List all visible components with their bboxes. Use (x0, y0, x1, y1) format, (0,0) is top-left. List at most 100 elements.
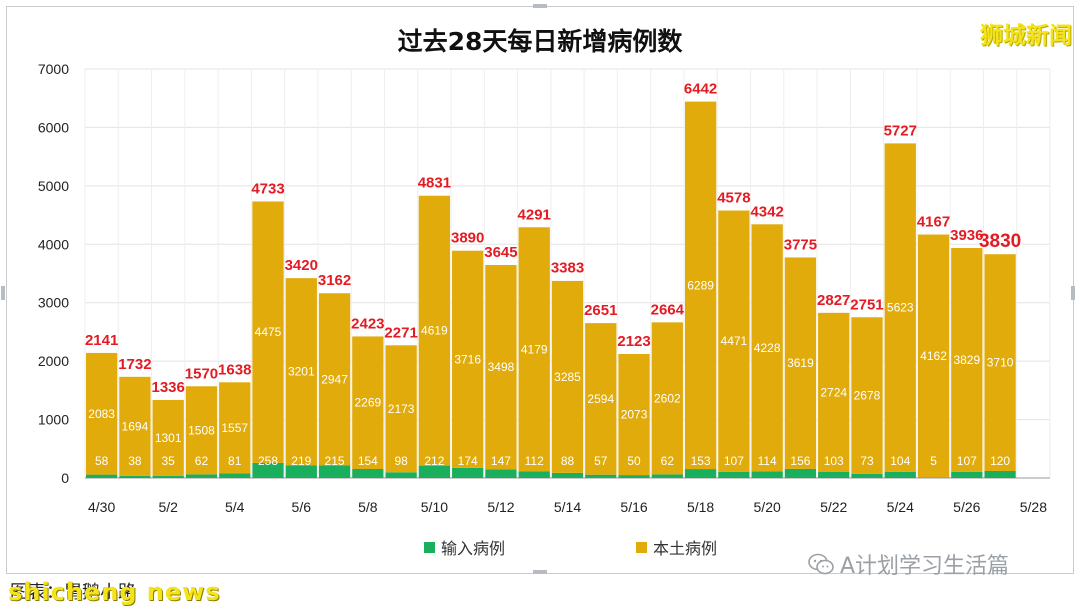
data-label-local: 5623 (887, 301, 914, 315)
bar-local (418, 195, 451, 466)
bar-imported (485, 469, 517, 478)
data-label-local: 3619 (787, 356, 814, 370)
chart-title: 过去28天每日新增病例数 (397, 27, 683, 56)
data-label-imported: 120 (990, 454, 1010, 468)
bar-local (518, 227, 550, 472)
y-tick-label: 7000 (38, 61, 69, 77)
data-label-local: 3716 (454, 352, 481, 366)
data-label-local: 1694 (122, 419, 149, 433)
data-label-imported: 107 (957, 454, 977, 468)
bar-imported (784, 468, 817, 478)
bar-imported (119, 475, 151, 478)
bar-imported (618, 475, 650, 478)
x-tick-label: 5/28 (1020, 499, 1047, 515)
bar-imported (684, 469, 717, 478)
x-tick-label: 5/10 (421, 499, 448, 515)
bar-local (884, 143, 916, 472)
data-label-total: 2827 (817, 292, 850, 309)
bar-imported (318, 465, 351, 478)
data-label-imported: 147 (491, 454, 511, 468)
bar-local (585, 323, 617, 475)
data-label-total: 4342 (750, 203, 783, 220)
data-label-total: 3645 (484, 244, 517, 261)
data-label-total: 4291 (518, 206, 551, 223)
data-label-imported: 57 (594, 454, 608, 468)
y-tick-label: 1000 (38, 412, 69, 428)
data-label-local: 3710 (987, 356, 1014, 370)
bar-imported (551, 472, 584, 478)
bar-imported (385, 472, 417, 478)
bar-local (684, 101, 717, 470)
bar-local (651, 322, 683, 475)
data-label-imported: 88 (561, 454, 575, 468)
data-label-total: 1638 (218, 361, 251, 378)
wechat-account-name: A计划学习生活篇 (840, 554, 1010, 579)
frame-handle-right (1071, 286, 1075, 300)
bar-imported (585, 474, 617, 478)
data-label-total: 2141 (85, 332, 118, 349)
data-label-local: 2594 (587, 392, 614, 406)
legend-swatch-local (636, 541, 647, 553)
legend-imported: 输入病例 (424, 535, 505, 559)
data-label-imported: 153 (691, 454, 711, 468)
data-label-local: 2602 (654, 391, 681, 405)
data-label-total: 3775 (784, 236, 817, 253)
bar-local (784, 257, 817, 469)
bar-local (618, 353, 650, 476)
data-label-local: 1301 (155, 431, 182, 445)
data-label-local: 3201 (288, 365, 315, 379)
data-label-local: 4475 (255, 325, 282, 339)
x-tick-label: 5/18 (687, 499, 714, 515)
bar-local (219, 382, 251, 474)
y-tick-label: 5000 (38, 178, 69, 194)
data-label-local: 3285 (554, 370, 581, 384)
data-label-total: 4578 (717, 190, 750, 207)
x-tick-label: 5/24 (887, 499, 914, 515)
data-label-total: 2751 (850, 296, 883, 313)
data-label-local: 3498 (488, 360, 515, 374)
legend-local: 本土病例 (636, 535, 717, 559)
data-label-total: 3162 (318, 272, 351, 289)
x-tick-label: 5/20 (754, 499, 781, 515)
bar-local (119, 376, 151, 476)
bar-local (751, 224, 783, 472)
x-tick-label: 5/14 (554, 499, 581, 515)
bar-imported (352, 469, 384, 478)
data-label-imported: 154 (358, 454, 378, 468)
data-label-total: 1732 (118, 356, 151, 373)
x-tick-label: 5/26 (953, 499, 980, 515)
bar-local (86, 352, 118, 475)
x-tick-label: 5/16 (620, 499, 647, 515)
data-label-total: 6442 (684, 81, 717, 98)
legend-label-local: 本土病例 (653, 539, 718, 558)
bar-imported (152, 475, 184, 478)
bar-local (152, 399, 184, 476)
data-label-imported: 73 (860, 454, 874, 468)
data-label-imported: 5 (930, 454, 937, 468)
x-tick-label: 4/30 (88, 499, 115, 515)
bar-imported (951, 471, 983, 478)
bar-imported (86, 474, 118, 478)
data-label-imported: 107 (724, 454, 744, 468)
data-label-total: 2271 (384, 324, 417, 341)
bar-local (818, 312, 850, 472)
data-label-local: 2724 (820, 385, 847, 399)
bar-local (452, 250, 484, 468)
x-tick-label: 5/4 (225, 499, 245, 515)
data-label-imported: 215 (325, 454, 345, 468)
bar-local (385, 345, 417, 473)
data-label-imported: 114 (758, 454, 777, 468)
wechat-icon (808, 553, 834, 575)
data-label-local: 2083 (88, 407, 115, 421)
bar-imported (718, 471, 750, 478)
bar-local (485, 265, 517, 470)
data-label-total: 1570 (185, 365, 218, 382)
bar-local (917, 234, 950, 478)
data-label-imported: 50 (627, 454, 641, 468)
legend-swatch-imported (424, 541, 435, 553)
bar-local (352, 336, 384, 470)
data-label-total: 3383 (551, 259, 584, 276)
data-label-imported: 38 (128, 454, 142, 468)
data-label-local: 4619 (421, 324, 448, 338)
